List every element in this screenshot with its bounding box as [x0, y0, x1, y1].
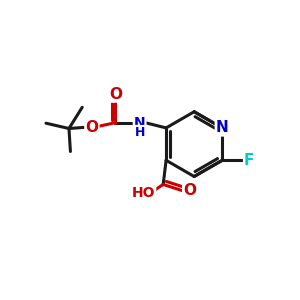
Text: O: O — [85, 119, 98, 134]
Text: O: O — [109, 87, 122, 102]
Text: O: O — [183, 183, 196, 198]
Text: HO: HO — [132, 186, 155, 200]
Text: N: N — [134, 116, 146, 130]
Text: H: H — [134, 125, 145, 139]
Text: N: N — [216, 120, 229, 135]
Text: F: F — [244, 153, 254, 168]
